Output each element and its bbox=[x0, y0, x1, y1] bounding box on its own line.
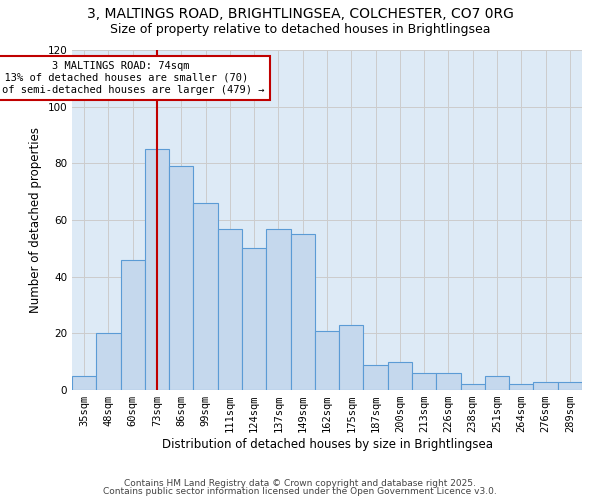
Bar bbox=[315, 330, 339, 390]
Bar bbox=[266, 228, 290, 390]
Text: Contains HM Land Registry data © Crown copyright and database right 2025.: Contains HM Land Registry data © Crown c… bbox=[124, 478, 476, 488]
Bar bbox=[242, 248, 266, 390]
Bar bbox=[388, 362, 412, 390]
X-axis label: Distribution of detached houses by size in Brightlingsea: Distribution of detached houses by size … bbox=[161, 438, 493, 451]
Bar bbox=[218, 228, 242, 390]
Bar bbox=[533, 382, 558, 390]
Bar bbox=[436, 373, 461, 390]
Text: Contains public sector information licensed under the Open Government Licence v3: Contains public sector information licen… bbox=[103, 487, 497, 496]
Bar bbox=[96, 334, 121, 390]
Bar bbox=[290, 234, 315, 390]
Text: Size of property relative to detached houses in Brightlingsea: Size of property relative to detached ho… bbox=[110, 22, 490, 36]
Bar bbox=[145, 149, 169, 390]
Bar bbox=[558, 382, 582, 390]
Bar bbox=[169, 166, 193, 390]
Bar bbox=[339, 325, 364, 390]
Text: 3, MALTINGS ROAD, BRIGHTLINGSEA, COLCHESTER, CO7 0RG: 3, MALTINGS ROAD, BRIGHTLINGSEA, COLCHES… bbox=[86, 8, 514, 22]
Y-axis label: Number of detached properties: Number of detached properties bbox=[29, 127, 42, 313]
Bar bbox=[509, 384, 533, 390]
Bar bbox=[485, 376, 509, 390]
Bar bbox=[193, 203, 218, 390]
Bar bbox=[121, 260, 145, 390]
Text: 3 MALTINGS ROAD: 74sqm
← 13% of detached houses are smaller (70)
87% of semi-det: 3 MALTINGS ROAD: 74sqm ← 13% of detached… bbox=[0, 62, 265, 94]
Bar bbox=[72, 376, 96, 390]
Bar bbox=[412, 373, 436, 390]
Bar bbox=[461, 384, 485, 390]
Bar bbox=[364, 364, 388, 390]
